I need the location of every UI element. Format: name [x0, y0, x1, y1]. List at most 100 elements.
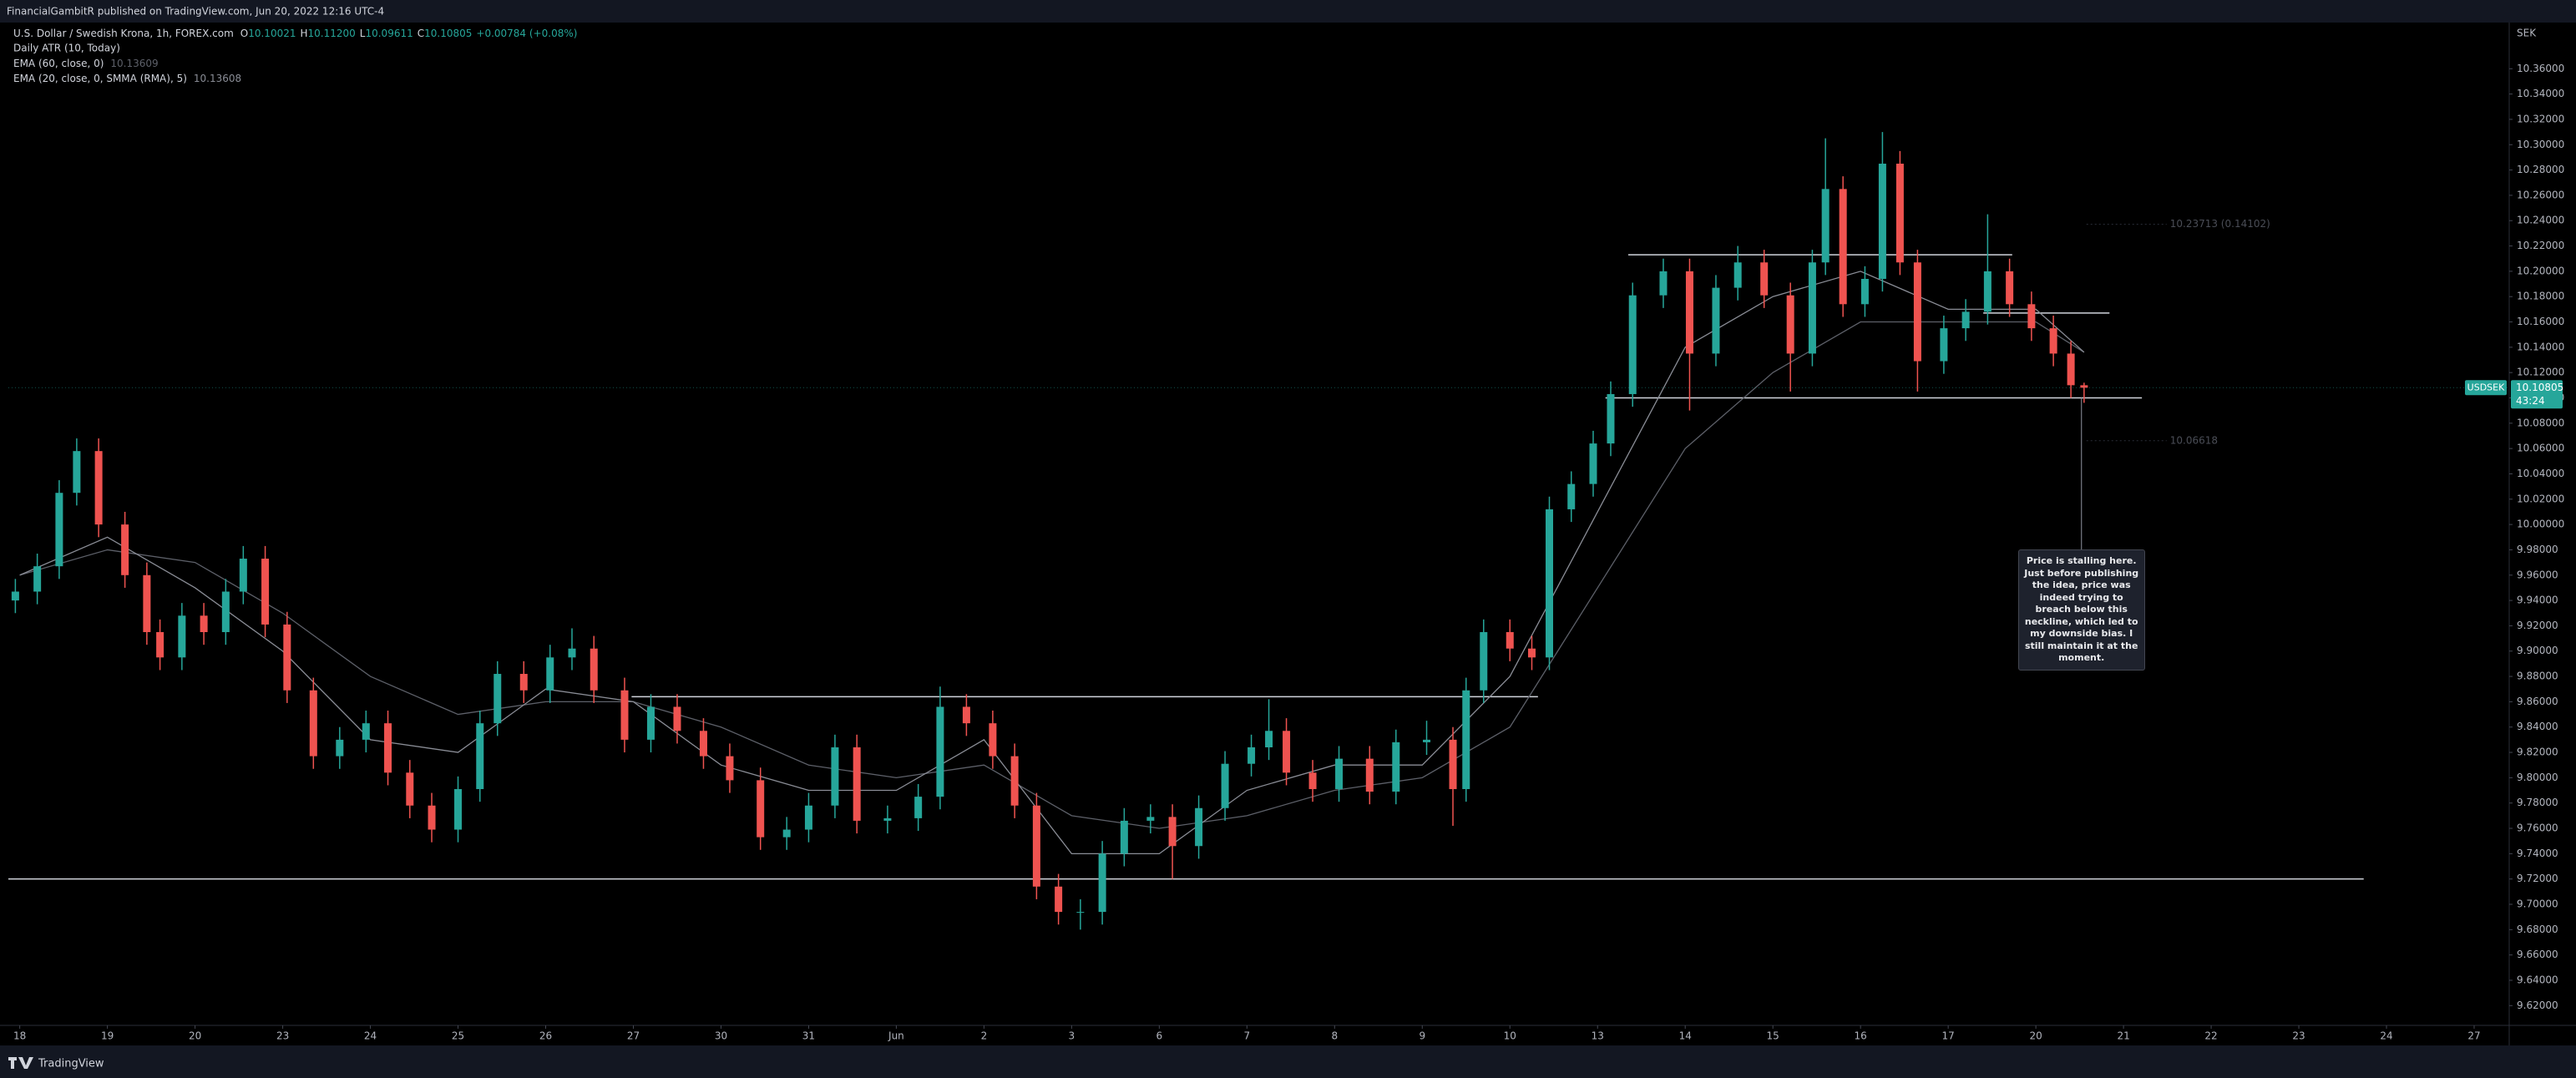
candle-body: [620, 690, 629, 740]
series-legend-value: 10.13609: [110, 58, 158, 69]
x-tick-label: 2: [981, 1030, 988, 1042]
y-tick-label: 9.80000: [2517, 772, 2558, 783]
y-tick-label: 10.24000: [2517, 215, 2564, 226]
legend-ohlc-value: 10.11200: [308, 28, 356, 39]
publisher: FinancialGambitR published on TradingVie…: [7, 6, 384, 18]
x-tick-label: 19: [101, 1030, 114, 1042]
y-tick-label: 9.96000: [2517, 569, 2558, 580]
y-tick-label: 9.72000: [2517, 873, 2558, 884]
legend-ohlc-label: C: [418, 28, 424, 39]
candle-body: [1913, 262, 1921, 362]
candle-body: [2049, 328, 2057, 354]
candle-body: [831, 747, 839, 806]
bottom-bar: [0, 1045, 2576, 1078]
x-tick-label: 13: [1592, 1030, 1604, 1042]
series-legend: EMA (60, close, 0) 10.13609: [13, 58, 159, 69]
candle-body: [1506, 632, 1514, 649]
candle-body: [1821, 189, 1830, 263]
x-tick-label: 22: [2204, 1030, 2217, 1042]
candle-body: [782, 829, 791, 838]
legend-change: +0.00784 (+0.08%): [476, 28, 577, 39]
candle-body: [476, 723, 484, 790]
y-tick-label: 10.28000: [2517, 164, 2564, 175]
candle-body: [362, 723, 370, 740]
candle-body: [11, 591, 19, 601]
price-tag: 10.10805: [2516, 382, 2563, 393]
candle-body: [1335, 758, 1344, 790]
candle-body: [384, 723, 392, 773]
candle-body: [1961, 311, 1970, 329]
x-tick-label: Jun: [888, 1030, 904, 1042]
y-tick-label: 10.12000: [2517, 367, 2564, 378]
y-tick-label: 10.04000: [2517, 468, 2564, 479]
candle-body: [1265, 731, 1273, 747]
y-tick-label: 9.82000: [2517, 747, 2558, 758]
candle-body: [261, 559, 270, 625]
candle-body: [883, 817, 892, 821]
candle-body: [914, 797, 923, 818]
candle-body: [1545, 509, 1553, 658]
candle-body: [989, 723, 997, 757]
candle-body: [1032, 805, 1040, 887]
y-tick-label: 10.34000: [2517, 88, 2564, 99]
x-tick-label: 23: [2292, 1030, 2305, 1042]
candle-body: [1760, 262, 1769, 296]
x-tick-label: 15: [1767, 1030, 1779, 1042]
candle-body: [1195, 807, 1203, 847]
candle-body: [1146, 817, 1155, 821]
candle-body: [1895, 164, 1904, 263]
y-tick-label: 9.70000: [2517, 898, 2558, 909]
candle-body: [309, 690, 317, 757]
legend-ohlc-value: 10.10021: [248, 28, 296, 39]
x-tick-label: 27: [2467, 1030, 2480, 1042]
x-tick-label: 30: [715, 1030, 727, 1042]
candle-body: [936, 706, 944, 797]
x-tick-label: 9: [1419, 1030, 1425, 1042]
x-tick-label: 20: [2029, 1030, 2042, 1042]
y-tick-label: 10.30000: [2517, 139, 2564, 150]
y-tick-label: 9.74000: [2517, 848, 2558, 859]
x-tick-label: 21: [2117, 1030, 2129, 1042]
y-tick-label: 9.66000: [2517, 949, 2558, 960]
x-tick-label: 24: [364, 1030, 377, 1042]
candle-body: [646, 706, 655, 740]
candle-body: [121, 524, 129, 575]
candle-body: [1589, 443, 1597, 484]
candle-body: [55, 493, 63, 567]
x-tick-label: 18: [13, 1030, 26, 1042]
y-tick-label: 9.84000: [2517, 721, 2558, 732]
y-tick-label: 9.94000: [2517, 595, 2558, 606]
price-label: 10.23713 (0.14102): [2170, 218, 2270, 230]
candle-body: [1365, 758, 1374, 792]
candle-body: [283, 624, 291, 691]
y-tick-label: 10.36000: [2517, 63, 2564, 74]
candle-body: [73, 451, 81, 493]
indicator-legend: Daily ATR (10, Today): [13, 43, 120, 54]
y-tick-label: 10.18000: [2517, 291, 2564, 302]
candle-body: [239, 559, 247, 592]
brand: TradingView: [38, 1058, 104, 1070]
y-tick-label: 10.00000: [2517, 519, 2564, 530]
y-tick-label: 9.78000: [2517, 797, 2558, 808]
candle-body: [493, 674, 502, 724]
candle-body: [94, 451, 103, 525]
candle-body: [590, 648, 598, 691]
x-tick-label: 31: [802, 1030, 815, 1042]
candle-body: [2027, 304, 2036, 329]
x-tick-label: 7: [1244, 1030, 1251, 1042]
price-label: 10.06618: [2170, 434, 2218, 446]
candle-body: [33, 566, 42, 592]
candle-body: [1685, 271, 1693, 354]
candle-body: [2006, 271, 2014, 305]
candle-body: [673, 706, 681, 731]
candle-body: [1248, 747, 1256, 764]
candle-body: [726, 756, 734, 781]
candle-body: [336, 739, 344, 757]
candle-body: [1528, 648, 1536, 658]
y-tick-label: 10.22000: [2517, 240, 2564, 251]
candle-body: [1168, 817, 1177, 847]
top-bar: [0, 0, 2576, 23]
y-tick-label: 9.64000: [2517, 974, 2558, 985]
x-tick-label: 27: [627, 1030, 640, 1042]
candle-body: [1120, 820, 1128, 854]
